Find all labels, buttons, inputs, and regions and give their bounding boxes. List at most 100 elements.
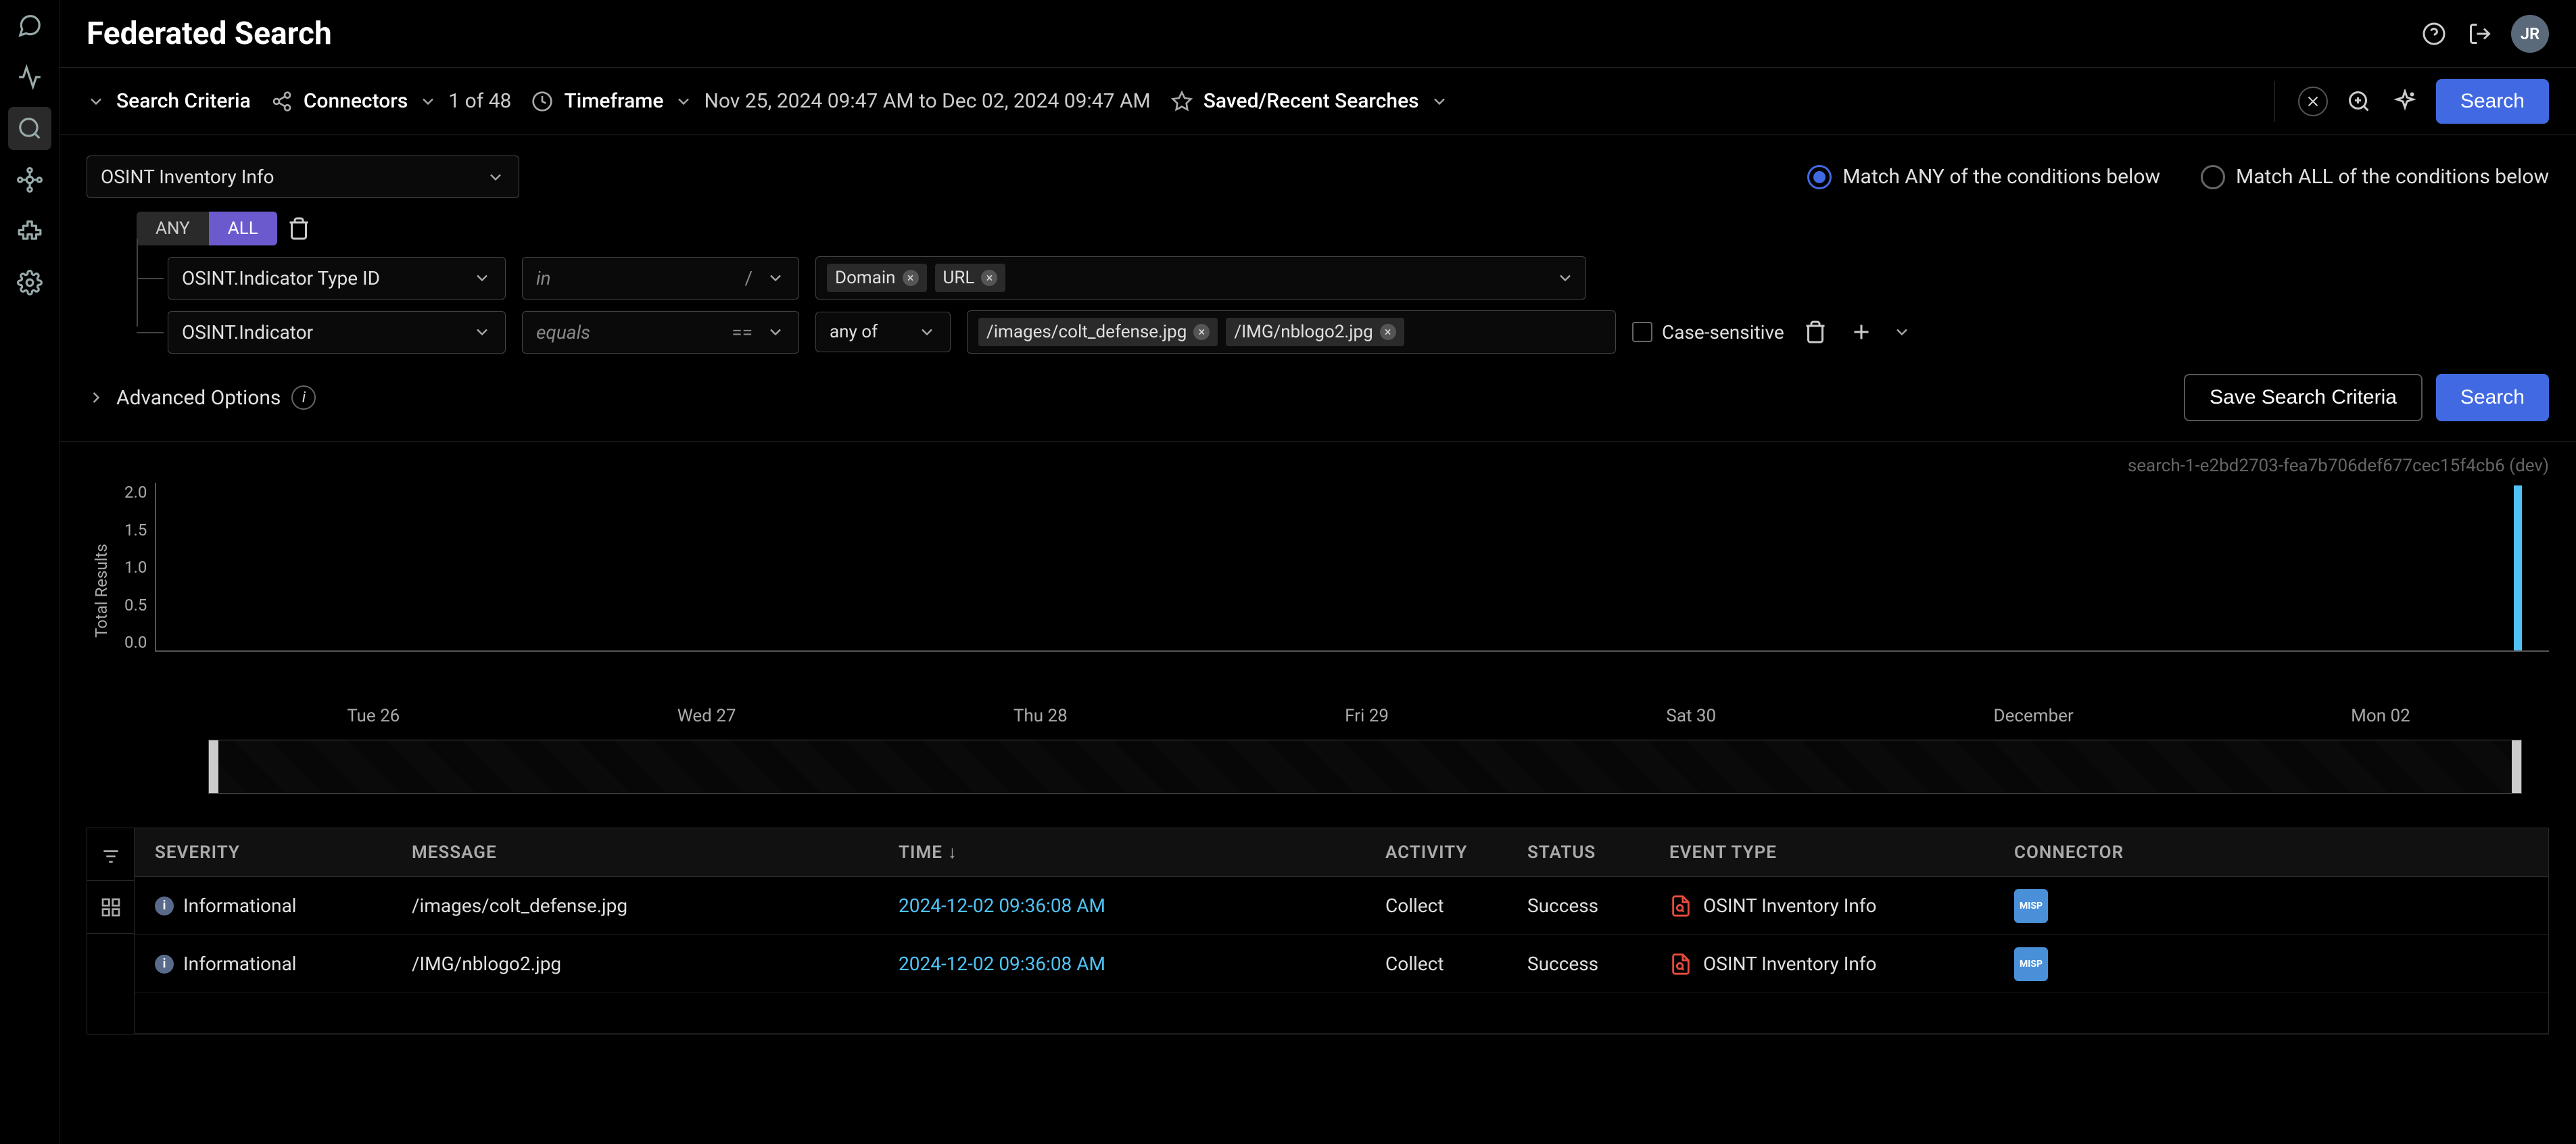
query-builder: OSINT Inventory Info Match ANY of the co…	[59, 135, 2576, 442]
chevron-right-icon[interactable]	[87, 388, 105, 407]
chip: /images/colt_defense.jpg×	[978, 318, 1218, 346]
op-symbol: ==	[732, 321, 753, 343]
nav-settings-icon[interactable]	[8, 261, 51, 304]
connector-badge: MISP	[2014, 947, 2048, 981]
filter-icon[interactable]	[87, 828, 134, 881]
value-input[interactable]: Domain× URL×	[815, 256, 1586, 300]
chevron-down-icon	[419, 92, 437, 111]
chart-bar	[2514, 485, 2522, 650]
delete-group-icon[interactable]	[284, 214, 314, 243]
chip: URL×	[935, 264, 1006, 292]
op-label: equals	[536, 321, 590, 343]
chevron-down-icon	[473, 268, 492, 287]
advanced-options-label[interactable]: Advanced Options	[116, 386, 281, 410]
chip-remove-icon[interactable]: ×	[1193, 324, 1210, 340]
chip-remove-icon[interactable]: ×	[981, 270, 997, 286]
nav-search-icon[interactable]	[8, 107, 51, 150]
severity-badge: iInformational	[155, 895, 371, 917]
sort-desc-icon: ↓	[948, 842, 957, 863]
toggle-all[interactable]: ALL	[209, 212, 277, 245]
clear-button[interactable]	[2298, 87, 2328, 116]
nav-analytics-icon[interactable]	[8, 55, 51, 99]
chevron-down-icon	[766, 323, 785, 341]
match-any-radio[interactable]: Match ANY of the conditions below	[1807, 165, 2160, 189]
info-dot-icon: i	[155, 897, 174, 915]
star-icon	[1171, 91, 1193, 112]
connectors-selector[interactable]: Connectors 1 of 48	[271, 89, 511, 113]
search-button-2[interactable]: Search	[2436, 374, 2549, 421]
col-message[interactable]: Message	[391, 842, 878, 863]
chart-plot[interactable]	[155, 483, 2549, 652]
time-cell[interactable]: 2024-12-02 09:36:08 AM	[878, 953, 1365, 975]
search-id: search-1-e2bd2703-fea7b706def677cec15f4c…	[87, 456, 2549, 476]
case-sensitive-checkbox[interactable]: Case-sensitive	[1632, 321, 1784, 343]
op-label: in	[536, 267, 551, 289]
search-button[interactable]: Search	[2436, 79, 2549, 124]
source-select[interactable]: OSINT Inventory Info	[87, 156, 519, 198]
nav-plugins-icon[interactable]	[8, 210, 51, 253]
chevron-down-icon[interactable]	[1892, 323, 1911, 341]
topbar: Federated Search JR	[59, 0, 2576, 68]
time-cell[interactable]: 2024-12-02 09:36:08 AM	[878, 895, 1365, 917]
file-search-icon	[1669, 895, 1692, 917]
logout-icon[interactable]	[2465, 19, 2495, 49]
sparkle-icon[interactable]	[2390, 87, 2420, 116]
time-brush[interactable]	[208, 740, 2522, 794]
message-cell: /images/colt_defense.jpg	[391, 895, 878, 917]
op-symbol: /	[744, 267, 753, 289]
info-icon[interactable]: i	[291, 385, 316, 410]
chip: /IMG/nblogo2.jpg×	[1226, 318, 1404, 346]
side-nav	[0, 0, 59, 1144]
nav-chat-icon[interactable]	[8, 4, 51, 47]
saved-searches-selector[interactable]: Saved/Recent Searches	[1171, 89, 1449, 113]
col-connector[interactable]: Connector	[1994, 842, 2548, 863]
x-axis-ticks: Tue 26 Wed 27 Thu 28 Fri 29 Sat 30 Decem…	[208, 706, 2549, 726]
delete-condition-icon[interactable]	[1800, 317, 1830, 347]
activity-cell: Collect	[1365, 895, 1507, 917]
avatar[interactable]: JR	[2511, 15, 2549, 53]
chip-remove-icon[interactable]: ×	[903, 270, 919, 286]
chevron-down-icon	[1556, 268, 1575, 287]
col-event-type[interactable]: Event Type	[1649, 842, 1994, 863]
brush-handle-right[interactable]	[2512, 740, 2521, 793]
field-value: OSINT.Indicator	[182, 321, 313, 343]
zoom-in-icon[interactable]	[2344, 87, 2374, 116]
save-criteria-button[interactable]: Save Search Criteria	[2184, 374, 2423, 421]
col-severity[interactable]: Severity	[135, 842, 391, 863]
chip-remove-icon[interactable]: ×	[1380, 324, 1396, 340]
col-status[interactable]: Status	[1507, 842, 1649, 863]
connectors-count: 1 of 48	[448, 89, 511, 113]
help-icon[interactable]	[2419, 19, 2449, 49]
toggle-any[interactable]: ANY	[137, 212, 209, 245]
table-row[interactable]: iInformational /images/colt_defense.jpg …	[135, 877, 2548, 935]
field-select[interactable]: OSINT.Indicator Type ID	[168, 257, 506, 300]
chevron-down-icon	[766, 268, 785, 287]
nav-graph-icon[interactable]	[8, 158, 51, 201]
anyof-select[interactable]: any of	[815, 312, 951, 352]
checkbox-icon	[1632, 322, 1652, 342]
col-time[interactable]: Time↓	[878, 842, 1365, 863]
chevron-down-icon	[87, 92, 105, 111]
field-select[interactable]: OSINT.Indicator	[168, 311, 506, 354]
value-input[interactable]: /images/colt_defense.jpg× /IMG/nblogo2.j…	[967, 310, 1616, 354]
event-type-cell: OSINT Inventory Info	[1669, 895, 1974, 917]
match-all-radio[interactable]: Match ALL of the conditions below	[2201, 165, 2549, 189]
table-toolbar	[87, 828, 135, 1034]
severity-badge: iInformational	[155, 953, 371, 975]
grid-icon[interactable]	[87, 881, 134, 934]
chip: Domain×	[827, 264, 927, 292]
case-label: Case-sensitive	[1662, 321, 1784, 343]
brush-handle-left[interactable]	[209, 740, 218, 793]
search-criteria-toggle[interactable]: Search Criteria	[87, 89, 251, 113]
operator-select[interactable]: in /	[522, 257, 799, 300]
timeframe-selector[interactable]: Timeframe Nov 25, 2024 09:47 AM to Dec 0…	[531, 89, 1150, 113]
event-type-cell: OSINT Inventory Info	[1669, 953, 1974, 976]
operator-select[interactable]: equals ==	[522, 311, 799, 354]
connectors-label: Connectors	[304, 89, 408, 113]
col-activity[interactable]: Activity	[1365, 842, 1507, 863]
add-condition-icon[interactable]	[1846, 317, 1876, 347]
any-all-toggle[interactable]: ANY ALL	[137, 212, 277, 245]
file-search-icon	[1669, 953, 1692, 976]
results-table: Severity Message Time↓ Activity Status E…	[87, 828, 2549, 1034]
table-row[interactable]: iInformational /IMG/nblogo2.jpg 2024-12-…	[135, 935, 2548, 993]
